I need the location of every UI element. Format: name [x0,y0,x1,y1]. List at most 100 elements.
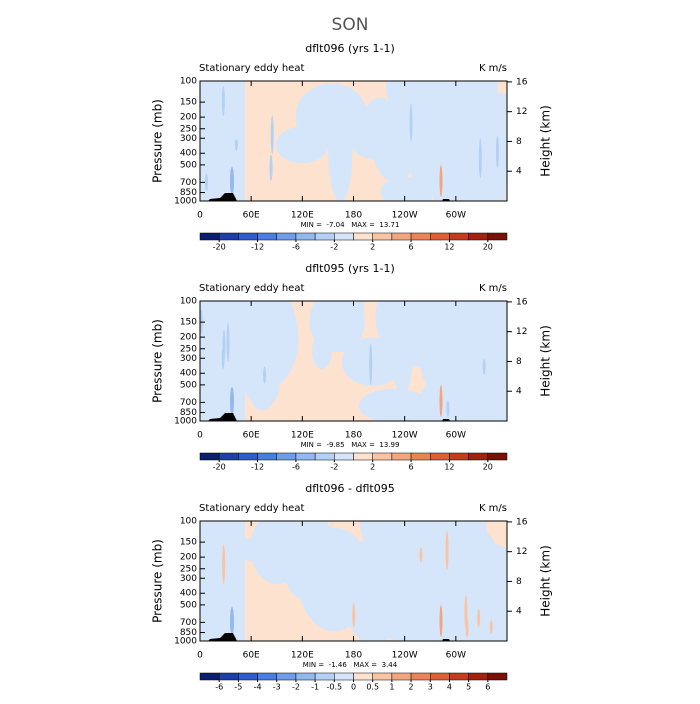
colorbar-box [372,232,393,241]
blob [380,532,444,608]
terrain [208,633,450,641]
blob [200,309,203,334]
y-tick-label: 150 [180,318,197,328]
colorbar-label: 2 [370,243,375,252]
blob [489,620,493,634]
y2-axis-label: Height (km) [539,545,553,616]
x-tick-label: 60W [446,211,466,221]
x-tick-label: 60E [243,211,260,221]
y-tick-label: 850 [180,408,197,418]
y-tick-label: 400 [180,369,197,379]
y-tick-label: 1000 [174,637,197,647]
blob [425,94,442,134]
blob [270,115,274,155]
y2-tick-label: 12 [516,327,527,337]
contour-field [200,521,507,641]
blob [222,544,226,585]
colorbar-box [449,452,469,461]
y2-tick-label: 16 [516,297,528,307]
x-tick-label: 120E [291,211,314,221]
x-tick-label: 60E [243,431,260,441]
x-tick-label: 120W [392,431,418,441]
blob [211,118,237,142]
colorbar-box [199,232,220,241]
blob [439,605,443,637]
blob [439,165,443,197]
panel-title: dflt095 (yrs 1-1) [305,262,395,275]
y2-tick-label: 4 [516,167,522,177]
panel-subtitle: Stationary eddy heat [199,63,304,74]
colorbar-label: 20 [483,463,493,472]
colorbar-label: 1 [389,683,394,692]
colorbar-box [314,232,335,241]
colorbar-box [276,452,297,461]
blob [223,301,299,392]
blob [269,154,273,182]
blob [467,543,507,630]
x-tick-label: 0 [197,651,203,661]
colorbar-box [334,452,354,461]
y-tick-label: 300 [180,354,197,364]
colorbar-box [372,672,393,681]
colorbar-label: -0.5 [327,683,343,692]
colorbar-label: 4 [447,683,452,692]
colorbar-box [334,672,354,681]
panel-title: dflt096 (yrs 1-1) [305,42,395,55]
stats: MIN = -1.46 MAX = 3.44 [303,661,398,669]
blob [477,609,481,628]
contour-field [200,301,507,421]
y-tick-label: 150 [180,98,197,108]
blob [204,173,208,191]
x-tick-label: 180 [345,211,362,221]
x-tick-label: 60W [446,651,466,661]
blob [221,347,225,369]
x-tick-label: 120W [392,211,418,221]
panel-units: K m/s [479,503,507,514]
colorbar-box [391,672,412,681]
blob [369,343,373,386]
colorbar-box [257,672,277,681]
y-tick-label: 1000 [174,197,197,207]
panel-subtitle: Stationary eddy heat [199,283,304,294]
x-tick-label: 0 [197,431,203,441]
colorbar-box [295,232,316,241]
colorbar-label: -2 [330,243,338,252]
blob [275,126,329,164]
y-tick-label: 250 [180,564,197,574]
colorbar-label: -20 [213,243,226,252]
y-tick-label: 700 [180,178,197,188]
y2-tick-label: 4 [516,607,522,617]
x-tick-label: 0 [197,211,203,221]
colorbar-label: -20 [213,463,226,472]
colorbar-box [372,452,393,461]
colorbar-box [238,672,258,681]
field-blobs [200,81,507,201]
blob [352,602,356,628]
y-tick-label: 200 [180,113,197,123]
y-tick-label: 400 [180,149,197,159]
colorbar-box [295,672,316,681]
colorbar-label: -6 [292,243,300,252]
blob [392,309,413,396]
blob [417,372,488,421]
blob [413,301,448,337]
x-tick-label: 120E [291,651,314,661]
colorbar-box [449,672,469,681]
colorbar-label: 0.5 [366,683,379,692]
blob [413,394,432,421]
y-tick-label: 700 [180,618,197,628]
blob [263,366,267,384]
stats: MIN = -7.04 MAX = 13.71 [301,221,400,229]
x-tick-label: 180 [345,431,362,441]
colorbar-label: 12 [444,243,454,252]
figure-title: SON [332,15,369,35]
x-tick-label: 120E [291,431,314,441]
blob [226,322,230,362]
y2-tick-label: 8 [516,357,522,367]
blob [380,176,428,201]
blob [439,385,443,417]
colorbar-box [391,232,412,241]
colorbar-box [468,232,489,241]
y2-axis-label: Height (km) [539,325,553,396]
colorbar-box [449,232,469,241]
